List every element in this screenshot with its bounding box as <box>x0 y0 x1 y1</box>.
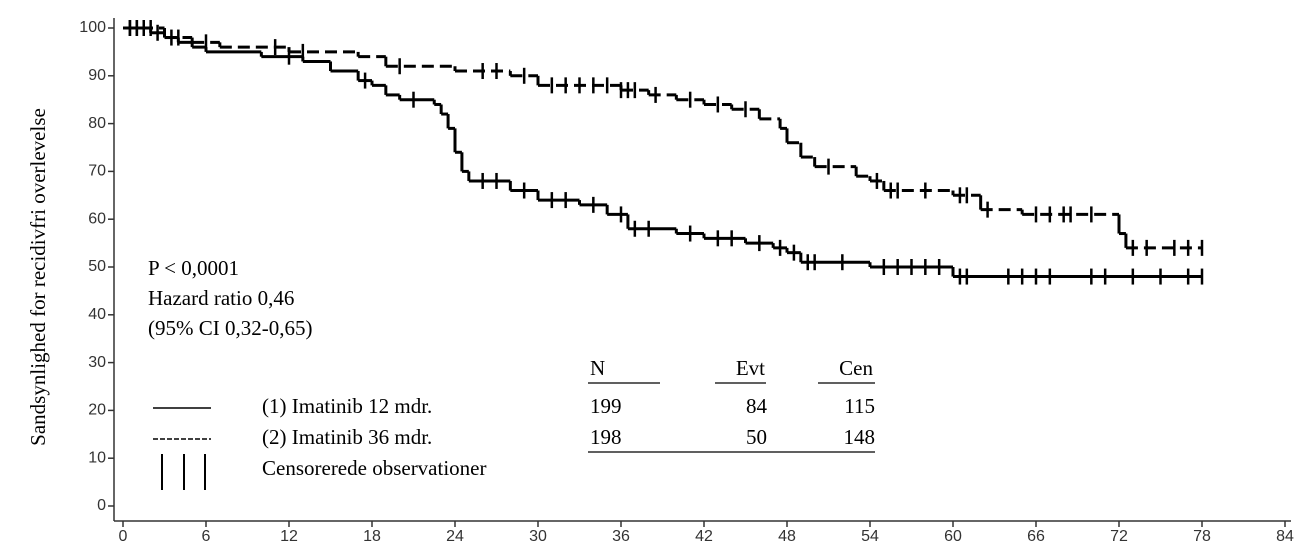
y-tick-label: 0 <box>97 497 106 514</box>
x-tick-label: 42 <box>695 528 713 544</box>
x-tick-label: 24 <box>446 528 464 544</box>
table-header: Cen <box>839 356 873 380</box>
table-cell: 84 <box>746 394 768 418</box>
y-tick-label: 60 <box>88 210 106 227</box>
y-tick-label: 50 <box>88 258 106 275</box>
annotation: Hazard ratio 0,46 <box>148 286 294 310</box>
x-tick-label: 72 <box>1110 528 1128 544</box>
table-cell: 50 <box>746 425 767 449</box>
table-header: N <box>590 356 605 380</box>
y-tick-label: 100 <box>79 19 106 36</box>
table-cell: 148 <box>844 425 876 449</box>
legend-label: (2) Imatinib 36 mdr. <box>262 425 432 449</box>
x-tick-label: 0 <box>119 528 128 544</box>
y-tick-label: 10 <box>88 449 106 466</box>
x-tick-label: 84 <box>1276 528 1294 544</box>
table-cell: 199 <box>590 394 622 418</box>
y-tick-label: 80 <box>88 115 106 132</box>
x-tick-label: 12 <box>280 528 298 544</box>
x-tick-label: 48 <box>778 528 796 544</box>
y-tick-label: 30 <box>88 354 106 371</box>
annotation: (95% CI 0,32-0,65) <box>148 316 312 340</box>
table-header: Evt <box>736 356 765 380</box>
x-tick-label: 66 <box>1027 528 1045 544</box>
x-tick-label: 60 <box>944 528 962 544</box>
x-tick-label: 6 <box>202 528 211 544</box>
y-tick-label: 90 <box>88 67 106 84</box>
y-tick-label: 70 <box>88 163 106 180</box>
x-tick-label: 36 <box>612 528 630 544</box>
legend-label: Censorerede observationer <box>262 456 487 480</box>
table-cell: 198 <box>590 425 622 449</box>
x-tick-label: 18 <box>363 528 381 544</box>
annotation: P < 0,0001 <box>148 256 239 280</box>
x-tick-label: 78 <box>1193 528 1211 544</box>
x-tick-label: 30 <box>529 528 547 544</box>
x-tick-label: 54 <box>861 528 879 544</box>
y-tick-label: 40 <box>88 306 106 323</box>
legend-label: (1) Imatinib 12 mdr. <box>262 394 432 418</box>
y-axis-label: Sandsynlighed for recidivfri overlevelse <box>26 108 50 446</box>
y-tick-label: 20 <box>88 402 106 419</box>
table-cell: 115 <box>844 394 875 418</box>
